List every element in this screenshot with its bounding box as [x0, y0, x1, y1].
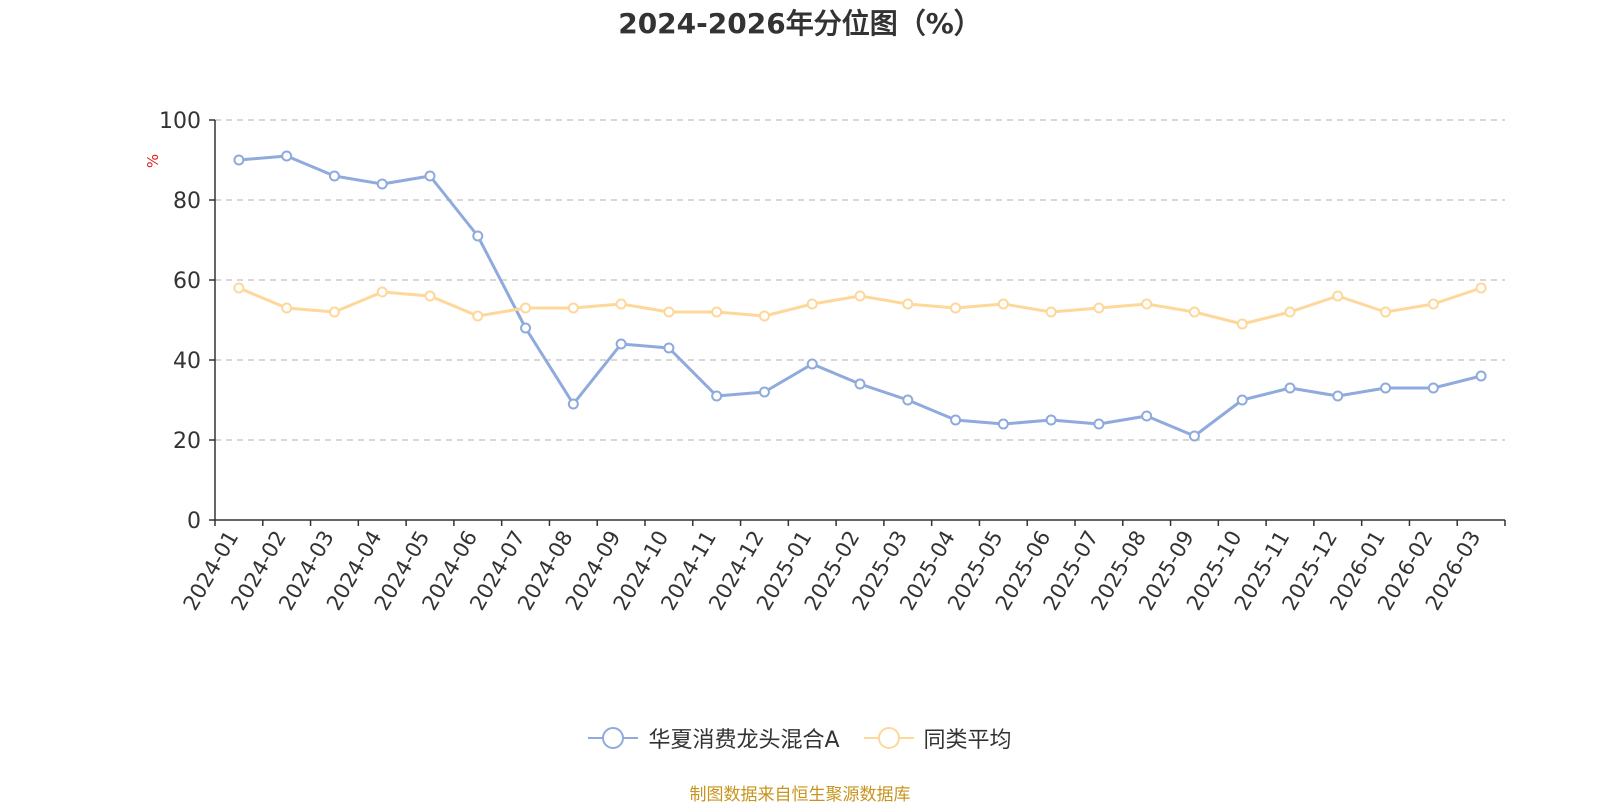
data-point-series-2: [376, 286, 388, 298]
data-point-series-1: [1380, 382, 1392, 394]
data-point-series-1: [1475, 370, 1487, 382]
legend-item-series-1[interactable]: 华夏消费龙头混合A: [588, 722, 840, 754]
data-point-series-1: [1236, 394, 1248, 406]
y-tick-label: 60: [173, 269, 201, 294]
data-point-series-1: [424, 170, 436, 182]
data-point-series-1: [1332, 390, 1344, 402]
chart-legend: 华夏消费龙头混合A 同类平均: [0, 722, 1600, 754]
data-point-series-2: [1475, 282, 1487, 294]
data-point-series-1: [758, 386, 770, 398]
y-tick-label: 20: [173, 429, 201, 454]
legend-label-series-2: 同类平均: [923, 728, 1012, 753]
data-point-series-2: [854, 290, 866, 302]
data-point-series-1: [950, 414, 962, 426]
legend-item-series-2[interactable]: 同类平均: [863, 722, 1012, 754]
data-point-series-2: [1332, 290, 1344, 302]
data-point-series-2: [711, 306, 723, 318]
data-point-series-1: [854, 378, 866, 390]
y-tick-label: 0: [187, 509, 201, 534]
legend-marker-series-1: [588, 727, 639, 749]
data-point-series-2: [1188, 306, 1200, 318]
data-point-series-2: [328, 306, 340, 318]
data-point-series-2: [567, 302, 579, 314]
data-point-series-1: [1427, 382, 1439, 394]
data-point-series-1: [615, 338, 627, 350]
data-point-series-1: [1284, 382, 1296, 394]
data-point-series-1: [902, 394, 914, 406]
data-point-series-2: [1045, 306, 1057, 318]
chart-title: 2024-2026年分位图（%）: [618, 7, 982, 40]
data-point-series-2: [520, 302, 532, 314]
data-point-series-2: [997, 298, 1009, 310]
data-point-series-2: [472, 310, 484, 322]
data-point-series-2: [806, 298, 818, 310]
data-point-series-2: [1236, 318, 1248, 330]
data-point-series-1: [997, 418, 1009, 430]
data-point-series-1: [1045, 414, 1057, 426]
data-point-series-1: [281, 150, 293, 162]
data-point-series-2: [1427, 298, 1439, 310]
legend-label-series-1: 华夏消费龙头混合A: [648, 728, 840, 753]
data-point-series-2: [1093, 302, 1105, 314]
data-point-series-1: [663, 342, 675, 354]
data-point-series-2: [233, 282, 245, 294]
data-point-series-1: [806, 358, 818, 370]
data-point-series-2: [281, 302, 293, 314]
data-point-series-2: [1284, 306, 1296, 318]
source-note: 制图数据来自恒生聚源数据库: [689, 785, 911, 805]
data-point-series-1: [567, 398, 579, 410]
data-point-series-2: [424, 290, 436, 302]
data-point-series-2: [950, 302, 962, 314]
data-point-series-1: [376, 178, 388, 190]
data-point-series-2: [615, 298, 627, 310]
y-tick-label: 80: [173, 189, 201, 214]
legend-marker-series-2: [863, 727, 914, 749]
y-tick-label: 40: [173, 349, 201, 374]
data-point-series-1: [1141, 410, 1153, 422]
data-point-series-2: [1141, 298, 1153, 310]
data-point-series-2: [902, 298, 914, 310]
data-point-series-1: [472, 230, 484, 242]
data-point-series-1: [711, 390, 723, 402]
data-point-series-1: [328, 170, 340, 182]
y-tick-label: 100: [159, 109, 201, 134]
data-point-series-1: [520, 322, 532, 334]
data-point-series-2: [663, 306, 675, 318]
data-point-series-2: [758, 310, 770, 322]
data-point-series-2: [1380, 306, 1392, 318]
data-point-series-1: [1188, 430, 1200, 442]
data-point-series-1: [1093, 418, 1105, 430]
data-point-series-1: [233, 154, 245, 166]
